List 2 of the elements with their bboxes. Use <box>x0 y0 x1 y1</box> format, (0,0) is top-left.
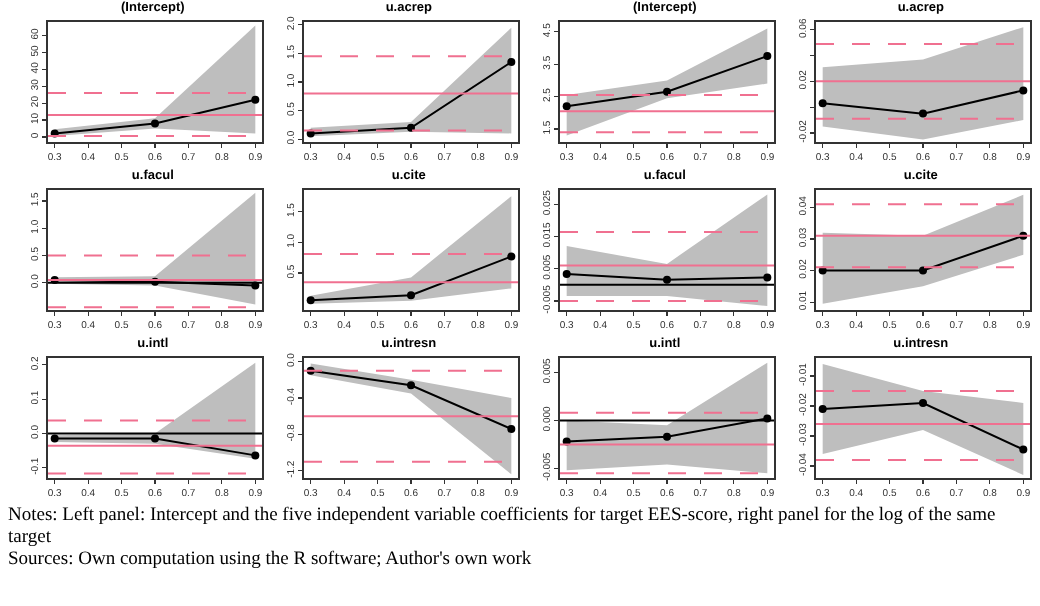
text: Notes: Left panel: Intercept and the five independent variable coefficients for target EES-score, right panel for the log of the same target <box>8 506 998 550</box>
source-note: Sources: Own computation using the R software; Author's own work <box>8 550 534 572</box>
